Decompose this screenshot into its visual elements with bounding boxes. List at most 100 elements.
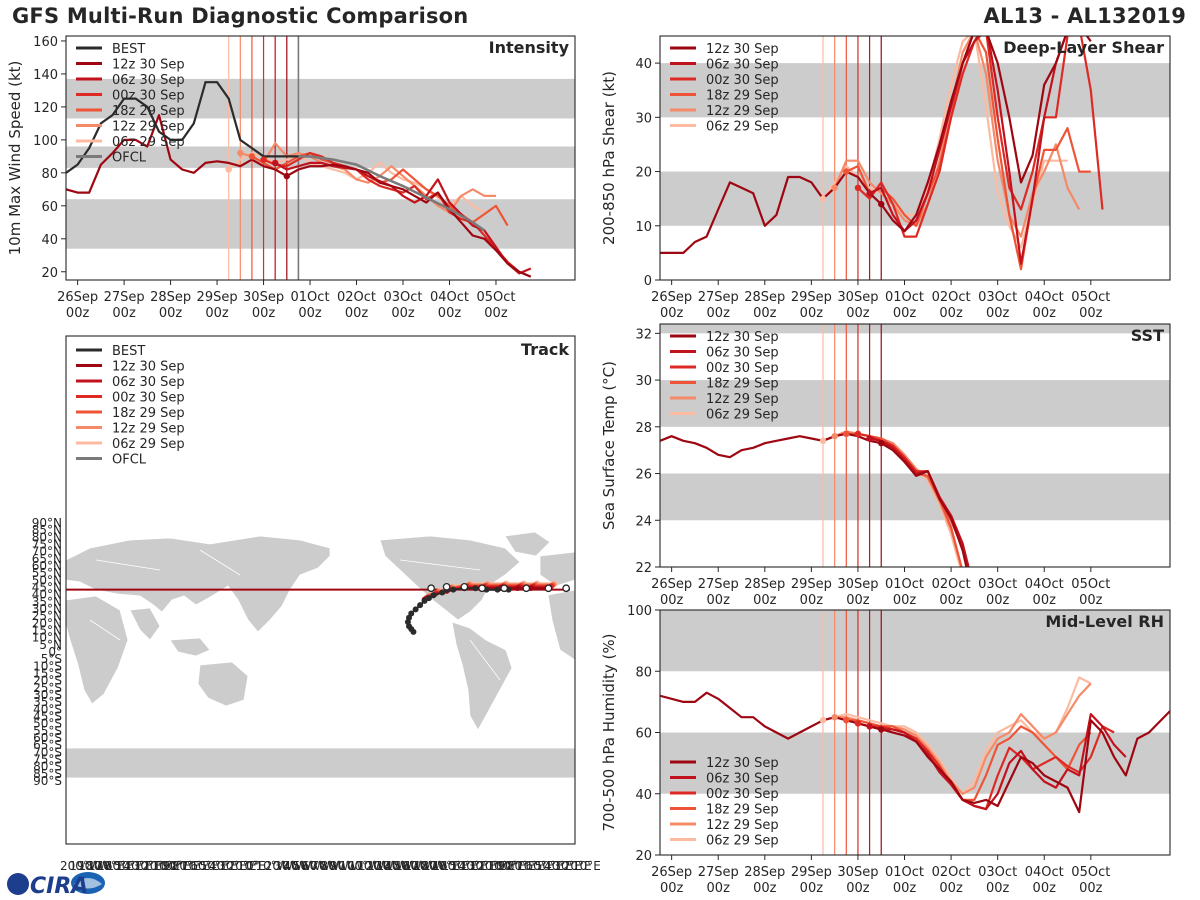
ofcl-line [298, 155, 486, 232]
x-tick-label: 05Oct [476, 290, 515, 305]
land-area [547, 589, 575, 661]
legend-label: OFCL [112, 151, 147, 166]
lon-tick-label: 0° [246, 859, 260, 873]
x-tick-label: 00z [1079, 593, 1103, 608]
gray-band [66, 199, 575, 249]
x-tick-label: 03Oct [383, 290, 422, 305]
lon-tick-label: 120°E [470, 859, 507, 873]
lon-tick-label: 140°W [377, 859, 418, 873]
lat-tick-label: 45°S [33, 710, 62, 724]
sst-panel: 22242628303226Sep00z27Sep00z28Sep00z29Se… [600, 323, 1171, 608]
x-tick-label: 01Oct [885, 865, 924, 880]
x-tick-label: 00z [986, 593, 1010, 608]
init-point [866, 190, 873, 197]
x-tick-label: 02Oct [932, 290, 971, 305]
x-tick-label: 00z [484, 306, 508, 321]
x-tick-label: 28Sep [744, 290, 785, 305]
lon-tick-label: 70°E [516, 859, 545, 873]
series-line [66, 113, 532, 278]
legend-label: 06z 30 Sep [706, 772, 779, 787]
plot-area [66, 36, 532, 280]
best-line [66, 81, 299, 174]
lat-tick-label: 30°N [32, 602, 62, 616]
legend-label: OFCL [112, 453, 147, 468]
ofcl-track-point [427, 584, 436, 593]
x-tick-label: 00z [112, 306, 136, 321]
x-tick-label: 00z [753, 881, 777, 896]
lat-tick-label: 90°N [32, 516, 62, 530]
lon-tick-label: 40°E [544, 859, 573, 873]
gray-band [660, 63, 1170, 118]
init-point [831, 184, 838, 192]
best-track-point [450, 586, 457, 593]
x-tick-label: 30Sep [243, 290, 284, 305]
lon-tick-label: 160°E [97, 859, 133, 873]
x-tick-label: 02Oct [932, 865, 971, 880]
x-tick-label: 26Sep [57, 290, 98, 305]
map-area [66, 531, 575, 779]
border-line [95, 559, 161, 571]
x-tick-label: 00z [753, 593, 777, 608]
lon-tick-label: 190°W [69, 859, 110, 873]
ofcl-track-point [460, 582, 469, 591]
init-point [843, 168, 850, 175]
y-axis-label: 10m Max Wind Speed (kt) [6, 61, 24, 256]
lat-tick-label: 20°N [32, 616, 62, 630]
lon-tick-label: 20°W [265, 859, 298, 873]
init-point [854, 430, 862, 438]
x-tick-label: 00z [159, 306, 183, 321]
land-area [66, 595, 129, 705]
lat-tick-label: 85°S [33, 767, 62, 781]
lon-tick-label: 170°W [404, 859, 445, 873]
lon-tick-label: 40°E [209, 859, 238, 873]
y-tick-label: 60 [41, 200, 58, 215]
border-line [469, 639, 501, 681]
x-tick-label: 01Oct [291, 290, 330, 305]
best-track-point [494, 586, 501, 593]
lat-tick-label: 0° [48, 645, 62, 659]
legend-label: 12z 30 Sep [706, 756, 779, 771]
panel-title: SST [1131, 326, 1164, 345]
x-tick-label: 00z [1033, 881, 1057, 896]
x-tick-label: 27Sep [698, 577, 739, 592]
best-track-point [417, 602, 424, 609]
ofcl-track-point [478, 584, 486, 593]
logo-text: CIRA [30, 874, 88, 899]
lon-tick-label: 180° [79, 859, 108, 873]
lat-tick-label: 35°N [32, 595, 62, 609]
lon-tick-label: 100°E [153, 859, 190, 873]
shear-panel: 01020304026Sep00z27Sep00z28Sep00z29Sep00… [600, 35, 1171, 321]
run-track-point [514, 585, 521, 592]
legend-label: 12z 30 Sep [112, 58, 185, 73]
x-tick-label: 26Sep [651, 577, 692, 592]
ofcl-track-point [544, 584, 553, 593]
lon-tick-label: 150°E [107, 859, 144, 873]
legend-label: 12z 30 Sep [706, 330, 779, 345]
lon-tick-label: 200°W [60, 859, 101, 873]
y-tick-label: 40 [635, 57, 652, 72]
lon-tick-label: 110°W [349, 859, 390, 873]
x-tick-label: 00z [800, 881, 824, 896]
lon-tick-label: 10°W [255, 859, 288, 873]
legend-label: BEST [112, 344, 145, 359]
legend-label: 06z 30 Sep [112, 73, 185, 88]
init-point [866, 723, 873, 730]
lon-tick-label: 50°W [293, 859, 326, 873]
ofcl-track-point [500, 584, 509, 593]
panel-title: Mid-Level RH [1045, 612, 1164, 631]
y-axis-label: 200-850 hPa Shear (kt) [600, 71, 618, 245]
init-point [831, 432, 838, 440]
gray-band [660, 324, 1170, 334]
lat-tick-label: 15°N [32, 624, 62, 638]
y-tick-label: 100 [33, 134, 58, 149]
border-line [399, 559, 481, 571]
lat-tick-label: 85°N [32, 523, 62, 537]
y-tick-label: 22 [635, 561, 652, 576]
init-point [225, 166, 232, 173]
series-line [846, 719, 1092, 802]
lon-tick-label: 70°E [181, 859, 210, 873]
